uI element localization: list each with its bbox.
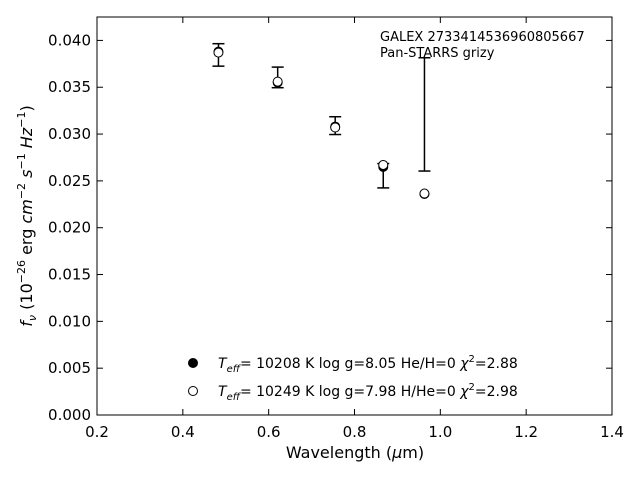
x-tick-label: 0.6 bbox=[257, 423, 281, 441]
series-alt-fit-points bbox=[213, 47, 430, 199]
legend-marker-filled bbox=[188, 358, 198, 368]
series-best-fit-points bbox=[213, 46, 430, 199]
x-tick-label: 1.4 bbox=[600, 423, 624, 441]
x-axis-label: Wavelength (μm) bbox=[286, 443, 424, 462]
alt-fit-point bbox=[272, 76, 283, 87]
annotation-object-id: GALEX 2733414536960805667 bbox=[380, 30, 585, 45]
tick-marks bbox=[96, 17, 613, 416]
y-tick-label: 0.010 bbox=[48, 312, 91, 330]
alt-fit-point bbox=[213, 47, 224, 58]
x-tick-label: 0.8 bbox=[343, 423, 367, 441]
alt-fit-point bbox=[378, 159, 389, 170]
x-tick-label: 0.2 bbox=[85, 423, 109, 441]
x-tick-label: 1.0 bbox=[428, 423, 452, 441]
y-tick-label: 0.020 bbox=[48, 219, 91, 237]
y-tick-label: 0.040 bbox=[48, 31, 91, 49]
legend-label-alt-fit: Teff= 10249 K log g=7.98 H/He=0 χ2=2.98 bbox=[218, 382, 518, 403]
y-axis-label: fν (10−26 erg cm−2 s−1 Hz−1) bbox=[15, 105, 39, 326]
annotation-survey: Pan-STARRS grizy bbox=[380, 46, 495, 61]
alt-fit-point bbox=[330, 122, 341, 133]
x-tick-label: 1.2 bbox=[514, 423, 538, 441]
legend-marker-open bbox=[188, 386, 198, 396]
y-tick-label: 0.005 bbox=[48, 359, 91, 377]
error-bars bbox=[212, 42, 431, 189]
y-tick-label: 0.035 bbox=[48, 78, 91, 96]
y-tick-label: 0.025 bbox=[48, 172, 91, 190]
y-tick-label: 0.000 bbox=[48, 406, 91, 424]
y-tick-label: 0.015 bbox=[48, 266, 91, 284]
tick-labels: 0.2 0.4 0.6 0.8 1.0 1.2 1.4 0.000 0.005 0.010 0.01… bbox=[48, 31, 624, 441]
legend: Teff= 10208 K log g=8.05 He/H=0 χ2=2.88 … bbox=[188, 354, 518, 403]
alt-fit-point bbox=[419, 188, 430, 199]
y-tick-label: 0.030 bbox=[48, 125, 91, 143]
x-tick-label: 0.4 bbox=[171, 423, 195, 441]
legend-label-best-fit: Teff= 10208 K log g=8.05 He/H=0 χ2=2.88 bbox=[218, 354, 518, 375]
